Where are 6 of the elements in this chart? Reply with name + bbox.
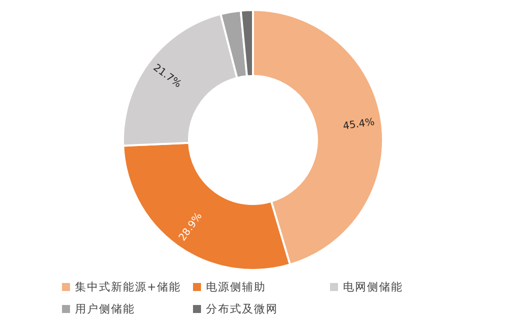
legend-label: 用户侧储能 xyxy=(75,302,135,316)
legend-label: 电源侧辅助 xyxy=(206,280,266,294)
data-label: 45.4% xyxy=(342,116,376,132)
legend-label: 分布式及微网 xyxy=(206,302,278,316)
legend-label: 集中式新能源+储能 xyxy=(75,280,182,294)
legend-label: 电网侧储能 xyxy=(343,280,403,294)
